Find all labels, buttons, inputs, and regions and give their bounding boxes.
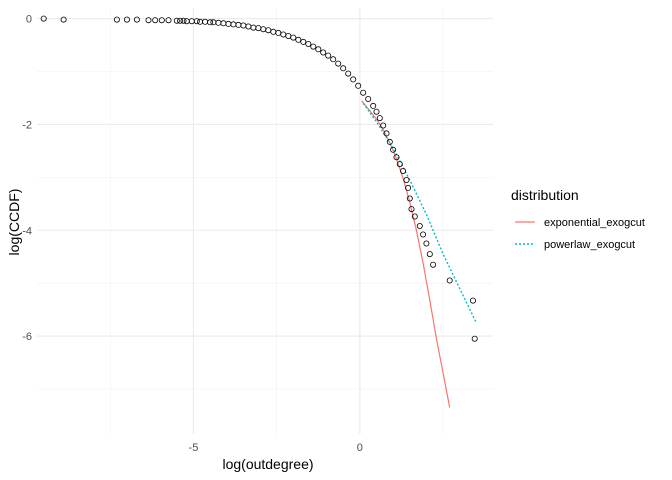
- data-point: [300, 38, 307, 45]
- data-point: [335, 60, 342, 67]
- data-point: [345, 70, 352, 77]
- data-point: [60, 16, 67, 23]
- data-point: [310, 43, 317, 50]
- data-point: [370, 102, 377, 109]
- data-point: [408, 206, 415, 213]
- data-point: [325, 52, 332, 59]
- y-tick-label: -2: [22, 119, 32, 131]
- data-point: [386, 138, 393, 145]
- y-tick-label: 0: [26, 14, 32, 26]
- data-point: [360, 89, 367, 96]
- data-point: [396, 161, 403, 168]
- data-point: [133, 16, 140, 23]
- data-point: [40, 15, 47, 22]
- data-point: [400, 167, 407, 174]
- data-point: [471, 335, 478, 342]
- data-point: [340, 65, 347, 72]
- y-tick-label: -6: [22, 331, 32, 343]
- data-point: [426, 251, 433, 258]
- data-point: [180, 17, 187, 24]
- legend-item-exponential: exponential_exogcut: [515, 217, 645, 229]
- data-point: [430, 261, 437, 268]
- data-point: [390, 146, 397, 153]
- x-axis-title: log(outdegree): [222, 456, 313, 472]
- data-point: [145, 17, 152, 24]
- x-tick-label: -5: [189, 442, 199, 454]
- y-axis-title: log(CCDF): [6, 189, 22, 256]
- data-point: [365, 96, 372, 103]
- data-point: [295, 36, 302, 43]
- data-point: [165, 17, 172, 24]
- data-point: [123, 16, 130, 23]
- data-point: [305, 41, 312, 48]
- data-point: [177, 17, 184, 24]
- data-point: [380, 122, 387, 129]
- legend-label-exponential: exponential_exogcut: [544, 217, 645, 229]
- data-point: [376, 115, 383, 122]
- data-point: [416, 222, 423, 229]
- data-point: [373, 108, 380, 115]
- data-point: [406, 195, 413, 202]
- data-point: [173, 17, 180, 24]
- data-point: [405, 184, 412, 191]
- legend-item-powerlaw: powerlaw_exogcut: [515, 239, 635, 251]
- grid-lines: [37, 8, 493, 434]
- x-tick-label: 0: [357, 442, 363, 454]
- legend: distribution exponential_exogcut powerla…: [511, 187, 645, 251]
- data-point: [411, 213, 418, 220]
- data-point: [158, 17, 165, 24]
- data-point: [207, 19, 214, 26]
- data-point: [383, 130, 390, 137]
- data-point: [355, 82, 362, 89]
- data-point: [446, 277, 453, 284]
- data-point: [320, 49, 327, 56]
- data-point: [315, 46, 322, 53]
- data-point: [152, 17, 159, 24]
- data-point: [350, 76, 357, 83]
- y-tick-label: -4: [22, 225, 32, 237]
- data-point: [193, 18, 200, 25]
- data-point: [423, 240, 430, 247]
- line-powerlaw_exogcut: [362, 102, 478, 324]
- data-point: [403, 176, 410, 183]
- data-point: [469, 297, 476, 304]
- data-point: [420, 231, 427, 238]
- data-point: [330, 56, 337, 63]
- data-point: [113, 16, 120, 23]
- data-point: [393, 154, 400, 161]
- data-point: [290, 34, 297, 41]
- axis-ticks: -5 0 0 -2 -4 -6: [22, 14, 363, 454]
- legend-title: distribution: [511, 187, 579, 203]
- data-points: [40, 15, 478, 342]
- legend-label-powerlaw: powerlaw_exogcut: [544, 239, 635, 251]
